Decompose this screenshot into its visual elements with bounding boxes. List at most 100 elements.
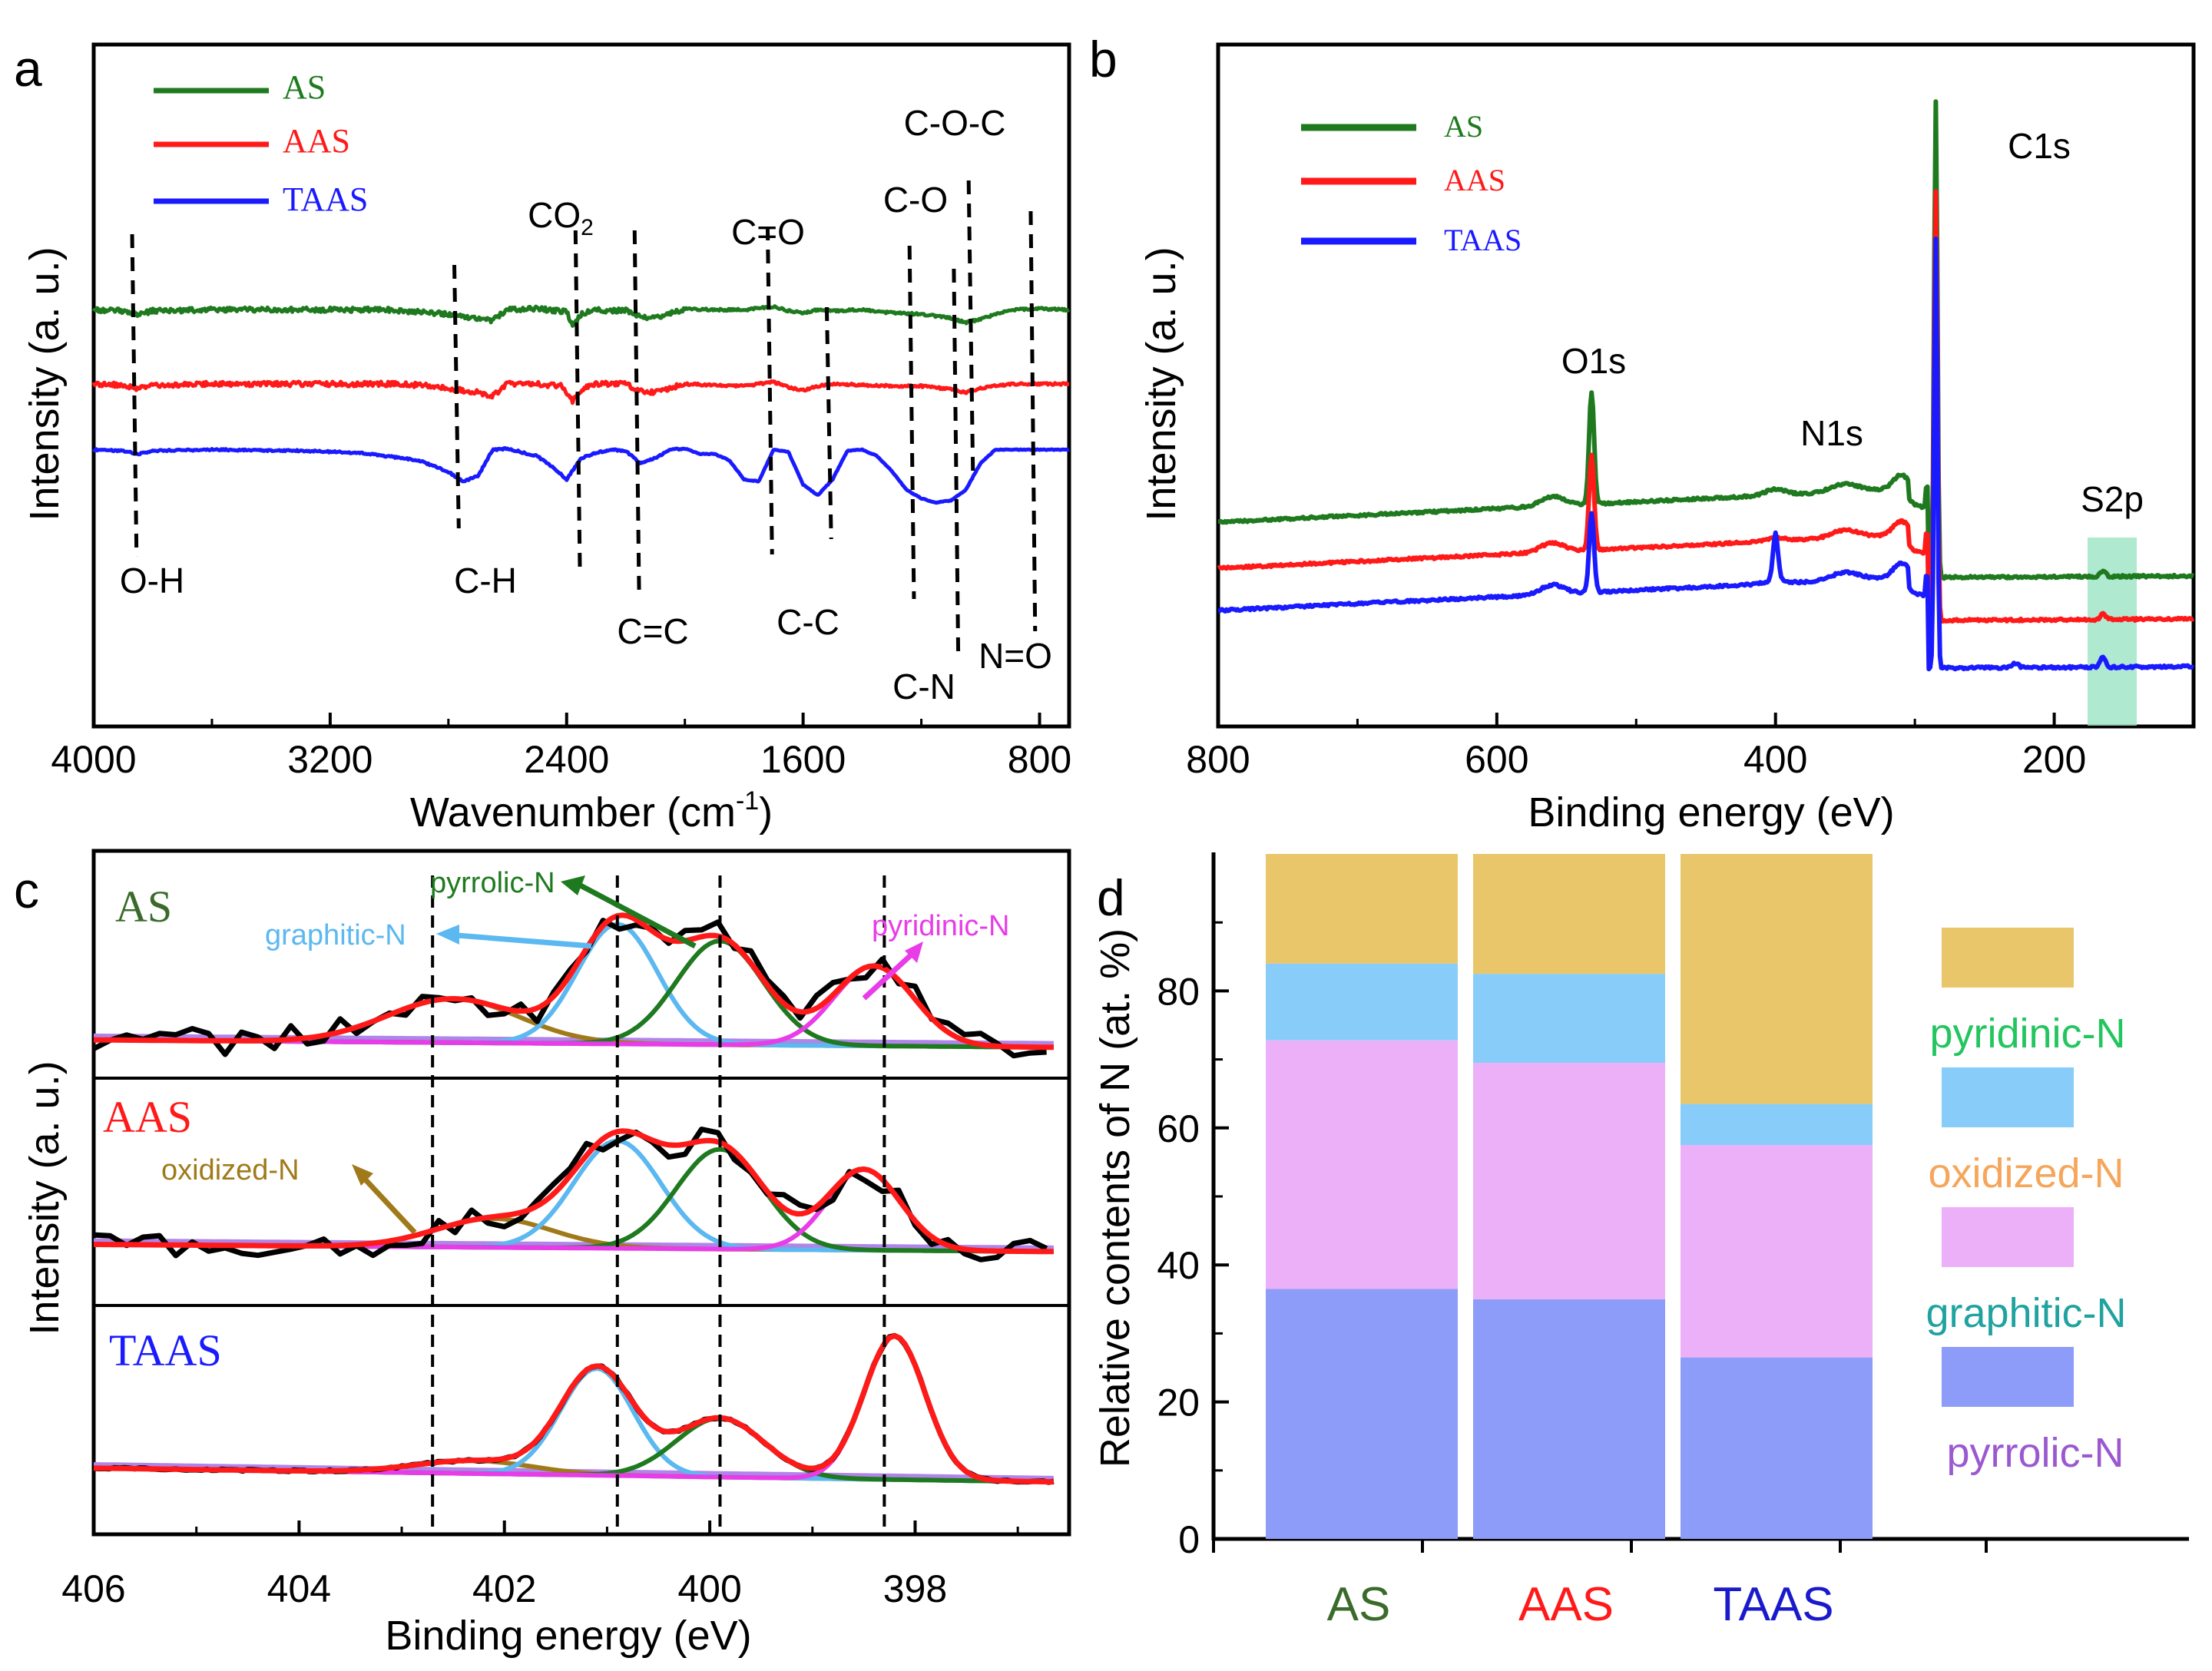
- arrow-graphitic-n: [456, 932, 592, 949]
- legend-swatch-0: [1942, 928, 2074, 988]
- x-tick-label-1600: 1600: [760, 738, 846, 781]
- y-tick-label-60: 60: [1157, 1107, 1200, 1150]
- annotation-c-n: C-N: [892, 667, 955, 706]
- x-tick-label-406: 406: [61, 1567, 125, 1610]
- annotation-n-o: N=O: [979, 636, 1052, 676]
- panel-a-y-axis-label: Intensity (a. u.): [22, 247, 68, 521]
- bar-aas-graphitic-n: [1473, 1063, 1665, 1299]
- panel-a-annotations: O-H C-H CO2 C=C C=O C-C C-O C-N N=O C-O-C: [120, 103, 1052, 706]
- annotation-c-c: C=C: [617, 611, 688, 651]
- panel-c-reference-lines: [431, 875, 886, 1534]
- legend-label-taas: TAAS: [1444, 223, 1522, 257]
- panel-b-s2p-highlight: [2088, 538, 2137, 726]
- panel-c-x-axis-label: Binding energy (eV): [385, 1613, 751, 1659]
- bar-taas-graphitic-n: [1681, 1145, 1873, 1358]
- legend-label-aas: AAS: [283, 122, 350, 160]
- y-tick-label-20: 20: [1157, 1381, 1200, 1424]
- arrow-head-pyrrolic-n: [561, 875, 585, 895]
- dashed-line-830: [1028, 210, 1038, 632]
- peak-label-c1s: C1s: [2008, 126, 2071, 166]
- x-tick-label-600: 600: [1465, 738, 1528, 781]
- panel-b-legend: AS AAS TAAS: [1301, 109, 1522, 257]
- panel-d-legend: pyridinic-N oxidized-N graphitic-N pyrrolic…: [1926, 928, 2127, 1476]
- panel-b-series: [1217, 99, 2195, 672]
- panel-a-series: [91, 304, 1070, 505]
- peak-label-o1s: O1s: [1561, 341, 1626, 381]
- bar-as-graphitic-n: [1266, 1040, 1458, 1289]
- legend-swatch-1: [1942, 1067, 2074, 1127]
- legend-label-aas: AAS: [1444, 163, 1505, 197]
- arrow-head-graphitic-n: [436, 925, 459, 945]
- dashed-line-2780: [452, 264, 461, 529]
- y-tick-label-0: 0: [1178, 1518, 1200, 1561]
- bar-as-oxidized-n: [1266, 963, 1458, 1041]
- x-category-label-aas: AAS: [1518, 1578, 1614, 1631]
- annotation-pyridinic-n: pyridinic-N: [872, 910, 1009, 942]
- fit-envelope-as: [93, 912, 1054, 1051]
- panel-b-x-ticks: 800 600 400 200: [1186, 713, 2195, 781]
- annotation-c-o: C-O: [883, 180, 948, 220]
- arrow-head-oxidized-n: [352, 1164, 373, 1186]
- annotation-co2: CO2: [528, 195, 594, 240]
- bar-as-pyrrolic-n: [1266, 1289, 1458, 1539]
- annotation-o-h: O-H: [120, 561, 184, 601]
- panel-b-frame: [1216, 42, 2196, 729]
- fit-envelope-taas: [93, 1332, 1054, 1485]
- legend-label-graphitic-n: graphitic-N: [1926, 1290, 2126, 1336]
- x-tick-label-400: 400: [677, 1567, 741, 1610]
- bar-aas-pyrrolic-n: [1473, 1299, 1665, 1539]
- dashed-line-1240: [907, 245, 916, 600]
- fit-envelope-aas: [94, 1128, 1054, 1255]
- panel-c-frame: [91, 849, 1071, 1537]
- raw-data-aas: [93, 1127, 1048, 1262]
- dashed-line-2370: [573, 230, 582, 573]
- legend-swatch-3: [1942, 1347, 2074, 1407]
- panel-b-y-axis-label: Intensity (a. u.): [1138, 247, 1184, 521]
- x-tick-label-200: 200: [2022, 738, 2086, 781]
- legend-label-as: AS: [283, 68, 326, 106]
- bar-taas-oxidized-n: [1681, 1104, 1873, 1146]
- x-category-label-taas: TAAS: [1713, 1578, 1833, 1631]
- dashed-line-1720: [765, 226, 774, 555]
- series-line-as: [1217, 99, 2195, 581]
- annotation-c-o: C=O: [731, 212, 805, 252]
- annotation-pyrrolic-n: pyrrolic-N: [430, 867, 555, 899]
- dashed-line-1520: [824, 306, 833, 540]
- y-tick-label-40: 40: [1157, 1244, 1200, 1287]
- panel-a-x-axis-label: Wavenumber (cm-1): [410, 786, 773, 836]
- legend-label-pyrrolic-n: pyrrolic-N: [1946, 1430, 2124, 1476]
- raw-data-as: [92, 918, 1047, 1059]
- series-line-aas: [1217, 189, 2195, 624]
- peak-label-n1s: N1s: [1800, 413, 1863, 453]
- panel-c-x-ticks: 406 404 402 400 398: [61, 1520, 1019, 1610]
- subpanel-label-as: AS: [115, 882, 172, 931]
- panel-b-x-axis-label: Binding energy (eV): [1528, 789, 1894, 836]
- legend-label-pyridinic-n: pyridinic-N: [1929, 1011, 2125, 1057]
- panel-a-x-ticks: 4000 3200 2400 1600 800: [51, 713, 1071, 781]
- peak-label-s2p: S2p: [2081, 479, 2144, 519]
- panel-label-c: c: [14, 862, 39, 918]
- panel-c: 406 404 402 400 398 AS AAS TAAS pyrrolic-N g…: [22, 849, 1071, 1659]
- panel-a-legend: AS AAS TAAS: [154, 68, 368, 218]
- annotation-c-o-c: C-O-C: [904, 103, 1006, 143]
- arrow-oxidized-n: [359, 1173, 417, 1235]
- series-line-as: [91, 304, 1070, 328]
- panel-b: 800 600 400 200 O1s N1s C1s S2p AS AAS TAAS Bi…: [1138, 42, 2196, 836]
- arrow-head-pyridinic-n: [905, 941, 923, 963]
- dashed-line-2170: [632, 230, 641, 591]
- legend-swatch-2: [1942, 1207, 2074, 1267]
- arrow-pyridinic-n: [862, 950, 916, 1001]
- subpanel-label-aas: AAS: [103, 1092, 192, 1142]
- x-tick-label-800: 800: [1008, 738, 1071, 781]
- legend-label-taas: TAAS: [283, 180, 368, 218]
- panel-c-y-axis-label: Intensity (a. u.): [22, 1061, 68, 1335]
- arrow-pyrrolic-n: [575, 880, 697, 949]
- legend-label-oxidized-n: oxidized-N: [1928, 1150, 2124, 1196]
- panel-label-b: b: [1089, 31, 1118, 88]
- annotation-c-h: C-H: [454, 561, 517, 601]
- subpanel-label-taas: TAAS: [109, 1325, 222, 1375]
- x-tick-label-2400: 2400: [524, 738, 609, 781]
- panel-c-fit-curves: [92, 912, 1055, 1485]
- panel-d: 0 20 40 60 80 AS AAS TAAS pyridinic-N oxidized-…: [1092, 852, 2189, 1631]
